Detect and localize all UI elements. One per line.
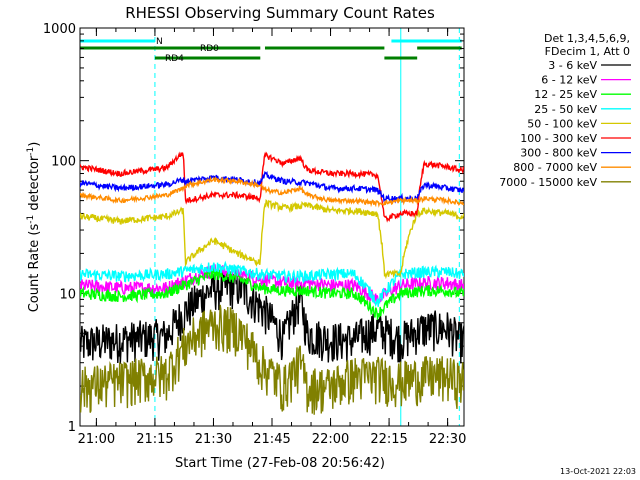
x-tick-label: 22:30 <box>429 432 466 447</box>
legend: Det 1,3,4,5,6,9, FDecim 1, Att 0 3 - 6 k… <box>499 32 631 189</box>
series-line-0 <box>80 269 464 364</box>
x-tick-label: 21:15 <box>136 432 173 447</box>
series-line-3 <box>80 260 464 308</box>
y-axis-label: Count Rate (s-1 detector-1) <box>26 142 42 313</box>
y-tick-label: 100 <box>51 155 76 170</box>
legend-label-8: 7000 - 15000 keV <box>499 176 597 189</box>
legend-label-0: 3 - 6 keV <box>548 59 597 72</box>
x-axis-label: Start Time (27-Feb-08 20:56:42) <box>175 456 385 471</box>
legend-header-line2: FDecim 1, Att 0 <box>545 45 630 58</box>
y-axis-label-main: Count Rate (s <box>27 224 42 313</box>
timestamp: 13-Oct-2021 22:03 <box>560 467 636 476</box>
series-line-6 <box>80 171 464 204</box>
legend-label-6: 300 - 800 keV <box>520 147 597 160</box>
legend-label-5: 100 - 300 keV <box>520 132 597 145</box>
x-tick-label: 21:00 <box>78 432 115 447</box>
flag-label-n: N <box>156 37 163 47</box>
legend-header-line1: Det 1,3,4,5,6,9, <box>544 32 630 45</box>
svg-text:Count Rate (s-1 detector-1): Count Rate (s-1 detector-1) <box>26 142 42 313</box>
y-tick-label: 10 <box>59 287 76 302</box>
chart-title: RHESSI Observing Summary Count Rates <box>125 4 435 22</box>
y-axis-label-mid: detector <box>27 155 42 215</box>
x-tick-label: 21:30 <box>195 432 232 447</box>
y-axis-label-end: ) <box>27 142 42 147</box>
legend-label-3: 25 - 50 keV <box>534 103 597 116</box>
legend-label-4: 50 - 100 keV <box>527 117 597 130</box>
legend-label-2: 12 - 25 keV <box>534 88 597 101</box>
series-line-5 <box>80 151 464 223</box>
y-axis-label-sup1: -1 <box>26 215 36 224</box>
legend-label-7: 800 - 7000 keV <box>513 161 597 174</box>
series-line-4 <box>80 198 464 280</box>
y-tick-label: 1000 <box>43 22 76 37</box>
x-tick-label: 21:45 <box>253 432 290 447</box>
flag-label-rd0: RD0 <box>200 44 219 54</box>
x-tick-label: 22:00 <box>312 432 349 447</box>
series-line-7 <box>80 175 464 208</box>
series-line-8 <box>80 304 464 415</box>
y-tick-label: 1 <box>68 420 76 435</box>
legend-label-1: 6 - 12 keV <box>541 74 597 87</box>
x-tick-label: 22:15 <box>370 432 407 447</box>
flag-label-rd4: RD4 <box>165 54 184 64</box>
series-line-2 <box>80 268 464 320</box>
series-layer <box>80 151 464 415</box>
y-axis-label-sup2: -1 <box>26 147 36 156</box>
